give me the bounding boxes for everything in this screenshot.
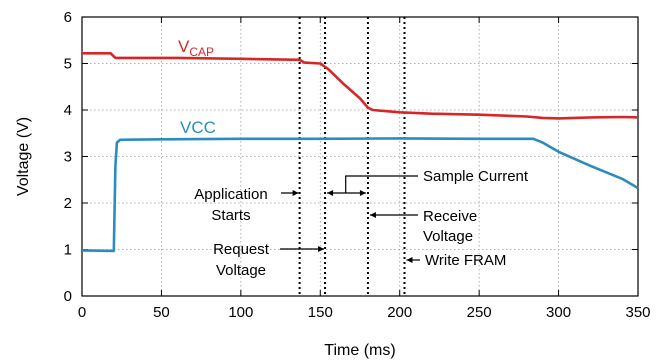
y-tick-label: 1 bbox=[64, 242, 72, 259]
annotations: Application Starts Request Voltage Sample Cu… bbox=[194, 168, 529, 279]
y-tick-label: 6 bbox=[64, 9, 72, 26]
y-tick-label: 3 bbox=[64, 149, 72, 166]
event-markers bbox=[298, 17, 406, 296]
annotation-request-voltage-text: Request bbox=[213, 241, 270, 258]
x-tick-label: 150 bbox=[308, 304, 333, 321]
x-tick-label: 0 bbox=[78, 304, 86, 321]
annotation-request-voltage-arrowhead bbox=[318, 246, 325, 252]
annotation-request-voltage-text: Voltage bbox=[216, 262, 266, 279]
annotation-sample-current-text: Sample Current bbox=[423, 168, 529, 185]
y-tick-label: 4 bbox=[64, 102, 72, 119]
x-tick-label: 300 bbox=[546, 304, 571, 321]
series-label-vcap: VCAP bbox=[178, 37, 214, 59]
axis-ticks: 0 50 100 150 200 250 300 350 0 1 2 3 4 5 6 bbox=[64, 9, 651, 321]
annotation-write-fram-arrowhead bbox=[406, 257, 413, 263]
series-label-main: VCC bbox=[180, 118, 216, 137]
x-tick-label: 350 bbox=[625, 304, 650, 321]
series-line-vcc bbox=[81, 137, 639, 253]
x-tick-label: 50 bbox=[153, 304, 170, 321]
y-axis-title: Voltage (V) bbox=[15, 117, 32, 196]
annotation-receive-voltage-text: Voltage bbox=[423, 228, 473, 245]
series-label-main: V bbox=[178, 37, 190, 56]
annotation-write-fram-text: Write FRAM bbox=[425, 252, 506, 269]
y-tick-label: 2 bbox=[64, 195, 72, 212]
annotation-application-starts-arrowhead bbox=[292, 190, 299, 196]
annotation-application-starts-text: Application bbox=[194, 186, 267, 203]
annotation-receive-voltage-arrowhead bbox=[369, 212, 376, 218]
series-line-vcap bbox=[82, 52, 639, 120]
y-tick-label: 5 bbox=[64, 56, 72, 73]
x-axis-title: Time (ms) bbox=[324, 342, 395, 359]
x-tick-label: 100 bbox=[228, 304, 253, 321]
annotation-application-starts-text: Starts bbox=[211, 207, 250, 224]
x-tick-label: 250 bbox=[467, 304, 492, 321]
x-tick-label: 200 bbox=[387, 304, 412, 321]
annotation-sample-current-arrowhead-right bbox=[359, 190, 366, 196]
y-tick-label: 0 bbox=[64, 288, 72, 305]
annotation-sample-current-leader bbox=[345, 175, 418, 193]
series-label-vcc: VCC bbox=[180, 118, 216, 137]
annotation-sample-current-arrowhead-left bbox=[327, 190, 334, 196]
series-label-sub: CAP bbox=[189, 45, 214, 59]
annotation-receive-voltage-text: Receive bbox=[423, 208, 477, 225]
